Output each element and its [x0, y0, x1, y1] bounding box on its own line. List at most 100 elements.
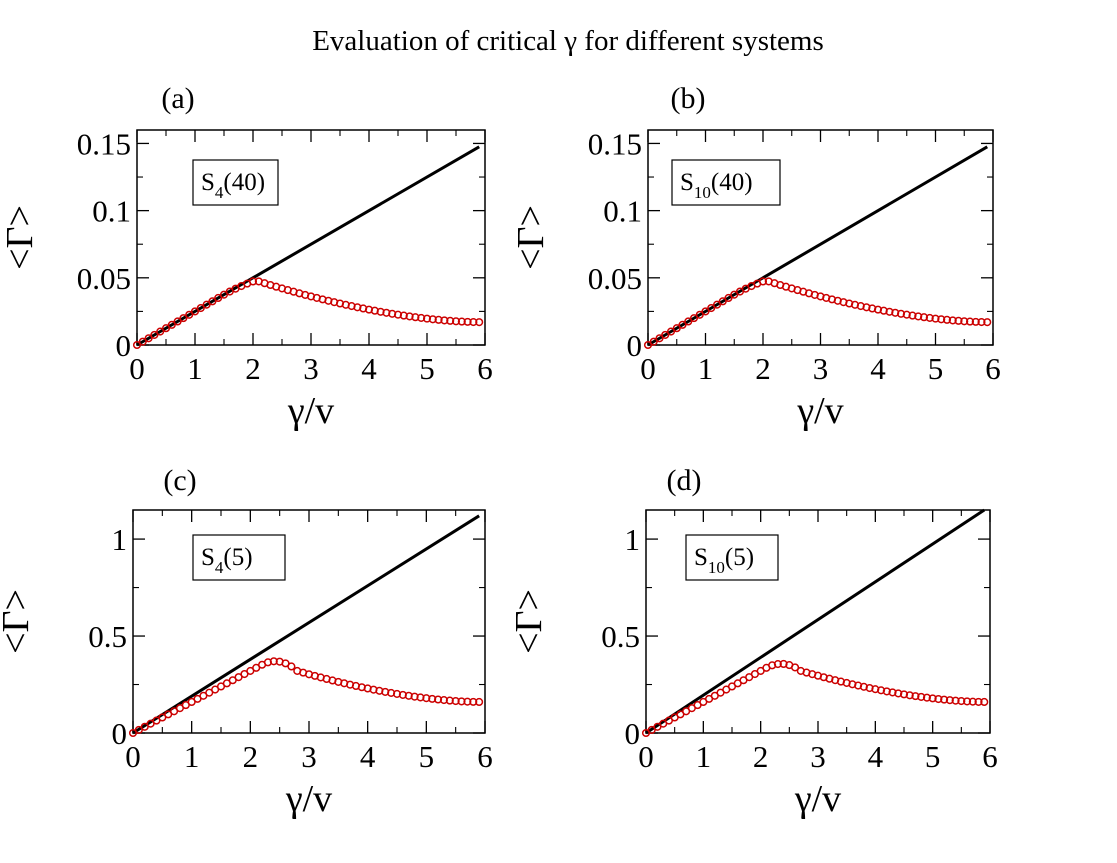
data-point — [214, 293, 223, 303]
data-point — [928, 694, 937, 703]
x-tick-label: 3 — [810, 739, 826, 774]
data-point — [977, 318, 986, 327]
data-point — [791, 663, 800, 672]
panel-label: (a) — [161, 82, 194, 115]
data-point — [689, 314, 699, 323]
data-point — [773, 660, 782, 669]
data-point — [196, 303, 205, 313]
y-axis-label: <Γ> — [0, 589, 37, 654]
data-point — [156, 327, 165, 336]
data-point — [422, 314, 432, 323]
y-tick-label: 1 — [625, 522, 641, 557]
data-point — [451, 317, 461, 326]
data-point — [287, 662, 296, 671]
x-tick-label: 5 — [928, 351, 944, 386]
legend-box — [192, 534, 286, 581]
data-point — [173, 317, 182, 326]
x-axis-label: γ/v — [796, 390, 843, 432]
data-point — [643, 340, 653, 350]
x-axis-label: γ/v — [285, 778, 332, 820]
data-point — [919, 313, 929, 322]
data-point — [905, 691, 914, 700]
x-tick-label: 2 — [245, 351, 261, 386]
legend-box — [671, 159, 781, 206]
x-tick-label: 5 — [419, 351, 435, 386]
data-point — [463, 317, 472, 326]
data-point — [469, 318, 478, 327]
data-point — [695, 310, 704, 319]
marker-series — [132, 277, 484, 350]
data-point — [661, 330, 670, 339]
x-tick-label: 0 — [640, 351, 656, 386]
marker-series — [643, 277, 992, 350]
data-point — [428, 315, 437, 324]
x-tick-label: 5 — [925, 739, 941, 774]
data-point — [440, 316, 449, 325]
x-tick-label: 1 — [187, 351, 203, 386]
data-point — [957, 697, 966, 706]
panel-label: (b) — [671, 82, 706, 115]
data-point — [925, 313, 934, 322]
x-tick-label: 6 — [477, 351, 493, 386]
data-point — [948, 316, 957, 325]
reference-line — [136, 145, 480, 347]
data-point — [475, 697, 484, 707]
reference-line — [647, 145, 989, 347]
x-tick-label: 1 — [184, 739, 200, 774]
data-point — [908, 311, 917, 320]
legend-box — [192, 159, 279, 206]
y-tick-label: 0 — [625, 716, 641, 751]
chart-panel-a: 0 1 2 3 4 5 6 0 0.05 0.1 0.15 γ/v <Γ> (a) S4(40) — [0, 82, 493, 432]
data-point — [960, 317, 969, 326]
data-point — [911, 692, 920, 701]
x-tick-label: 2 — [755, 351, 771, 386]
reference-line — [645, 508, 986, 735]
x-tick-label: 4 — [868, 739, 884, 774]
data-point — [672, 324, 681, 333]
y-tick-label: 0.5 — [88, 619, 127, 654]
data-point — [902, 310, 911, 319]
marker-series — [641, 659, 989, 738]
x-tick-label: 6 — [477, 739, 493, 774]
chart-panel-c: 0 1 2 3 4 5 6 0 0.5 1 γ/v <Γ> (c) S4(5) — [0, 464, 493, 820]
panels: 0 1 2 3 4 5 600.050.10.15γ/v<Γ>(a)S4(40)0 1 2 3 4 5… — [0, 82, 1001, 820]
x-tick-label: 1 — [696, 739, 712, 774]
legend-text: S4(40) — [201, 169, 265, 202]
x-tick-label: 4 — [361, 351, 377, 386]
data-point — [248, 277, 258, 286]
y-tick-label: 0 — [116, 328, 132, 363]
x-tick-label: 5 — [419, 739, 435, 774]
data-point — [974, 697, 983, 706]
x-axis-label: γ/v — [794, 778, 841, 820]
panel-label: (d) — [667, 464, 702, 497]
y-tick-label: 0.1 — [92, 194, 131, 229]
data-point — [161, 324, 171, 333]
data-point — [434, 315, 443, 324]
y-tick-label: 0 — [627, 328, 643, 363]
legend-text: S4(5) — [201, 544, 253, 577]
data-point — [144, 334, 153, 343]
panel-label: (c) — [163, 464, 196, 497]
data-point — [724, 293, 733, 303]
x-tick-label: 0 — [125, 739, 141, 774]
data-point — [934, 694, 943, 704]
data-point — [457, 317, 466, 326]
y-axis-label: <Γ> — [0, 205, 41, 270]
data-point — [167, 320, 176, 329]
y-axis-label: <Γ> — [510, 205, 552, 270]
data-point — [678, 320, 687, 329]
data-point — [684, 317, 693, 326]
x-axis-label: γ/v — [287, 390, 334, 432]
y-tick-label: 0 — [112, 716, 128, 751]
data-point — [963, 697, 972, 706]
data-point — [712, 300, 722, 309]
y-tick-label: 0.05 — [588, 261, 642, 296]
data-point — [951, 696, 960, 705]
data-point — [208, 297, 217, 306]
data-point — [937, 315, 946, 324]
y-tick-label: 0.15 — [588, 126, 642, 161]
x-tick-label: 2 — [753, 739, 769, 774]
data-point — [718, 297, 727, 306]
data-point — [894, 689, 903, 698]
